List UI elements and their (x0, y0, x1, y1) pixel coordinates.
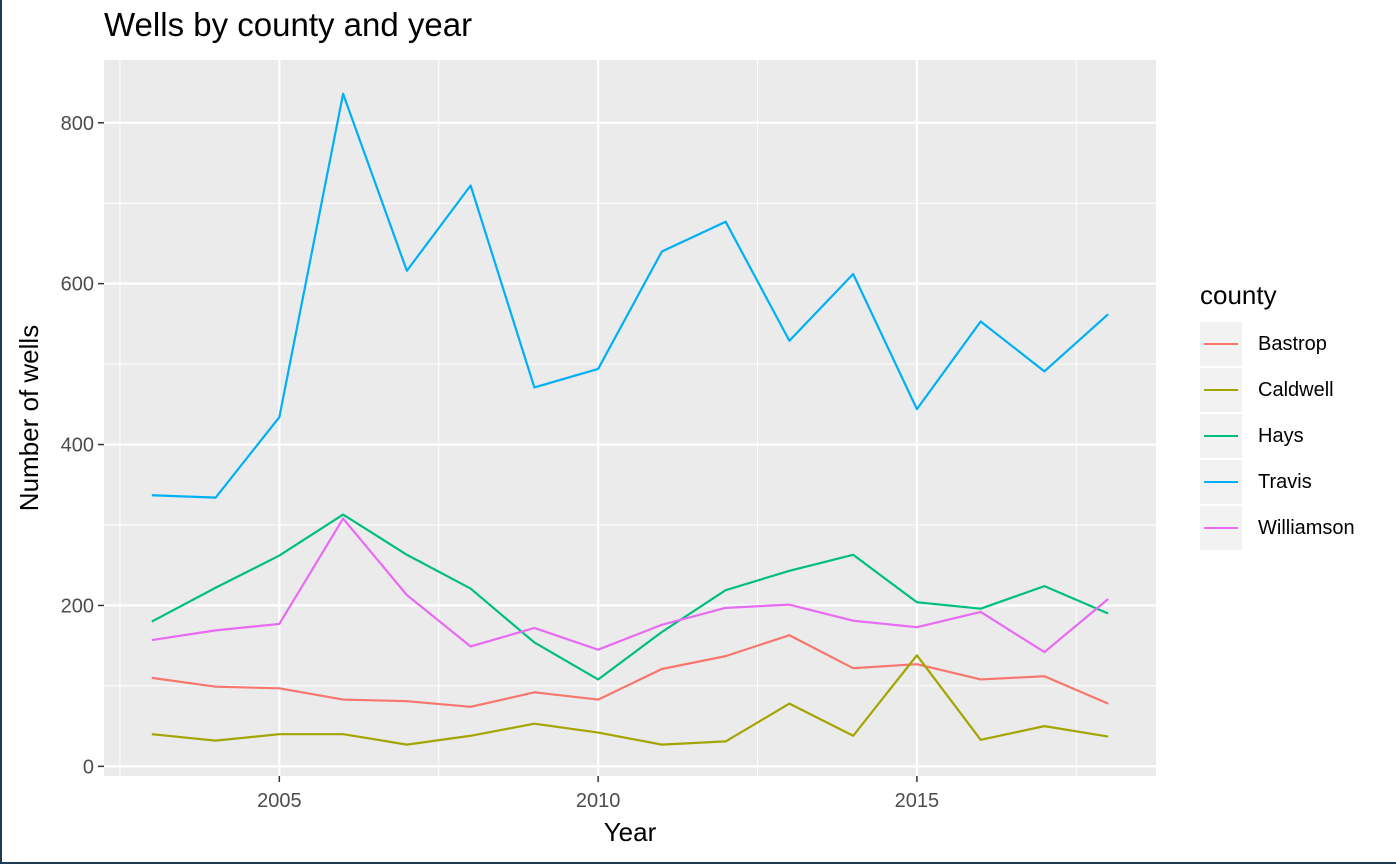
x-tick-label: 2005 (257, 790, 302, 812)
y-tick-label: 200 (61, 595, 94, 617)
x-tick-label: 2010 (576, 790, 621, 812)
y-tick-label: 0 (83, 756, 94, 778)
x-axis-title: Year (604, 817, 657, 847)
legend-items: Bastrop Caldwell Hays Travis Williamson (1200, 321, 1396, 551)
y-tick-label: 800 (61, 113, 94, 135)
legend-key (1200, 414, 1242, 458)
series-line-travis (151, 92, 1109, 499)
legend-label: Hays (1258, 424, 1304, 447)
x-tick-label: 2015 (895, 790, 940, 812)
legend-label: Caldwell (1258, 378, 1334, 401)
legend-item-bastrop: Bastrop (1200, 321, 1396, 367)
chart-title: Wells by county and year (104, 6, 473, 43)
plot-panel (104, 60, 1156, 776)
legend-key (1200, 322, 1242, 366)
legend-key (1200, 506, 1242, 550)
legend-key (1200, 460, 1242, 504)
series-line-caldwell (151, 654, 1109, 746)
series-line-hays (151, 513, 1109, 681)
legend-item-travis: Travis (1200, 459, 1396, 505)
legend-item-hays: Hays (1200, 413, 1396, 459)
legend-label: Bastrop (1258, 332, 1327, 355)
legend-item-williamson: Williamson (1200, 505, 1396, 551)
legend-item-caldwell: Caldwell (1200, 367, 1396, 413)
axes: 2005 2010 2015 0 200 400 600 800 (61, 113, 940, 812)
major-gridlines (104, 60, 1156, 776)
y-axis-title: Number of wells (14, 325, 44, 511)
legend: county Bastrop Caldwell Hays Travis Williams… (1200, 280, 1396, 551)
legend-key (1200, 368, 1242, 412)
legend-title: county (1200, 280, 1277, 310)
series-line-williamson (151, 517, 1109, 654)
y-tick-label: 600 (61, 274, 94, 296)
legend-label: Travis (1258, 470, 1312, 493)
series-line-bastrop (151, 634, 1109, 708)
y-tick-label: 400 (61, 435, 94, 457)
legend-label: Williamson (1258, 516, 1355, 539)
series-lines (151, 92, 1109, 746)
